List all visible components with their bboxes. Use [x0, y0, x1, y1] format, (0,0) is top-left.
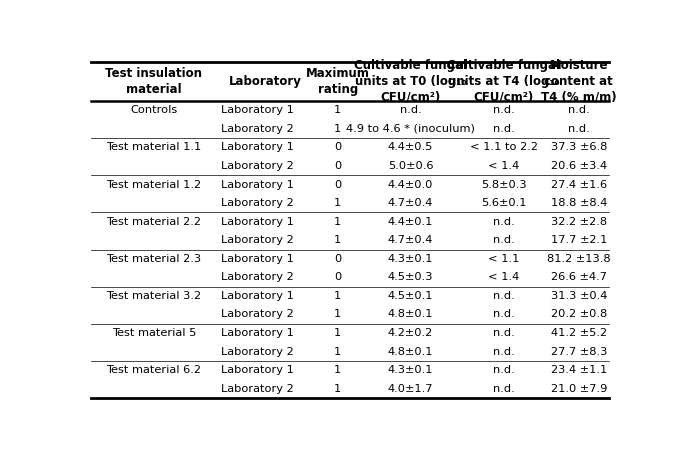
Text: 37.3 ±6.8: 37.3 ±6.8 [550, 142, 607, 152]
Text: Laboratory 2: Laboratory 2 [220, 161, 293, 171]
Text: Laboratory 1: Laboratory 1 [220, 291, 293, 301]
Text: < 1.1 to 2.2: < 1.1 to 2.2 [470, 142, 537, 152]
Text: Laboratory 1: Laboratory 1 [220, 365, 293, 375]
Text: 4.0±1.7: 4.0±1.7 [387, 384, 433, 394]
Text: 1: 1 [334, 106, 342, 116]
Text: 81.2 ±13.8: 81.2 ±13.8 [547, 254, 610, 264]
Text: n.d.: n.d. [568, 124, 590, 134]
Text: < 1.4: < 1.4 [488, 273, 519, 283]
Text: Laboratory 2: Laboratory 2 [220, 198, 293, 208]
Text: 4.7±0.4: 4.7±0.4 [387, 235, 433, 245]
Text: n.d.: n.d. [493, 384, 514, 394]
Text: 0: 0 [334, 142, 342, 152]
Text: Laboratory: Laboratory [229, 75, 302, 88]
Text: Test material 5: Test material 5 [112, 328, 196, 338]
Text: 4.5±0.1: 4.5±0.1 [387, 291, 433, 301]
Text: 5.6±0.1: 5.6±0.1 [481, 198, 527, 208]
Text: 4.8±0.1: 4.8±0.1 [387, 309, 433, 319]
Text: 20.2 ±0.8: 20.2 ±0.8 [550, 309, 607, 319]
Text: Laboratory 1: Laboratory 1 [220, 217, 293, 227]
Text: n.d.: n.d. [493, 365, 514, 375]
Text: 1: 1 [334, 347, 342, 357]
Text: n.d.: n.d. [493, 291, 514, 301]
Text: 5.0±0.6: 5.0±0.6 [387, 161, 433, 171]
Text: 1: 1 [334, 365, 342, 375]
Text: 31.3 ±0.4: 31.3 ±0.4 [550, 291, 607, 301]
Text: 20.6 ±3.4: 20.6 ±3.4 [550, 161, 607, 171]
Text: 0: 0 [334, 273, 342, 283]
Text: n.d.: n.d. [493, 217, 514, 227]
Text: Test material 6.2: Test material 6.2 [106, 365, 201, 375]
Text: 4.9 to 4.6 * (inoculum): 4.9 to 4.6 * (inoculum) [346, 124, 475, 134]
Text: 26.6 ±4.7: 26.6 ±4.7 [551, 273, 607, 283]
Text: 21.0 ±7.9: 21.0 ±7.9 [550, 384, 607, 394]
Text: Test insulation
material: Test insulation material [106, 67, 203, 96]
Text: 1: 1 [334, 198, 342, 208]
Text: n.d.: n.d. [493, 235, 514, 245]
Text: n.d.: n.d. [493, 124, 514, 134]
Text: 4.7±0.4: 4.7±0.4 [387, 198, 433, 208]
Text: Maximum
rating: Maximum rating [306, 67, 370, 96]
Text: Laboratory 1: Laboratory 1 [220, 106, 293, 116]
Text: 1: 1 [334, 384, 342, 394]
Text: Cultivable fungal
units at T0 (log₁₀
CFU/cm²): Cultivable fungal units at T0 (log₁₀ CFU… [354, 59, 467, 104]
Text: Cultivable fungal
units at T4 (log₁₀
CFU/cm²): Cultivable fungal units at T4 (log₁₀ CFU… [447, 59, 560, 104]
Text: 1: 1 [334, 235, 342, 245]
Text: 32.2 ±2.8: 32.2 ±2.8 [550, 217, 607, 227]
Text: 17.7 ±2.1: 17.7 ±2.1 [550, 235, 607, 245]
Text: 4.3±0.1: 4.3±0.1 [387, 365, 433, 375]
Text: Laboratory 2: Laboratory 2 [220, 273, 293, 283]
Text: Laboratory 1: Laboratory 1 [220, 254, 293, 264]
Text: n.d.: n.d. [493, 309, 514, 319]
Text: Controls: Controls [130, 106, 177, 116]
Text: 23.4 ±1.1: 23.4 ±1.1 [550, 365, 607, 375]
Text: 1: 1 [334, 328, 342, 338]
Text: Moisture
content at
T4 (% m/m): Moisture content at T4 (% m/m) [541, 59, 617, 104]
Text: 27.4 ±1.6: 27.4 ±1.6 [550, 180, 607, 190]
Text: 27.7 ±8.3: 27.7 ±8.3 [550, 347, 607, 357]
Text: 5.8±0.3: 5.8±0.3 [481, 180, 527, 190]
Text: 18.8 ±8.4: 18.8 ±8.4 [550, 198, 607, 208]
Text: 4.4±0.5: 4.4±0.5 [387, 142, 433, 152]
Text: n.d.: n.d. [568, 106, 590, 116]
Text: 1: 1 [334, 124, 342, 134]
Text: < 1.4: < 1.4 [488, 161, 519, 171]
Text: Laboratory 2: Laboratory 2 [220, 124, 293, 134]
Text: 4.4±0.0: 4.4±0.0 [387, 180, 433, 190]
Text: 0: 0 [334, 161, 342, 171]
Text: Test material 2.2: Test material 2.2 [106, 217, 201, 227]
Text: 1: 1 [334, 309, 342, 319]
Text: Laboratory 2: Laboratory 2 [220, 384, 293, 394]
Text: Laboratory 1: Laboratory 1 [220, 142, 293, 152]
Text: Laboratory 2: Laboratory 2 [220, 235, 293, 245]
Text: 4.8±0.1: 4.8±0.1 [387, 347, 433, 357]
Text: Test material 1.2: Test material 1.2 [106, 180, 202, 190]
Text: 1: 1 [334, 291, 342, 301]
Text: Test material 3.2: Test material 3.2 [106, 291, 202, 301]
Text: n.d.: n.d. [493, 328, 514, 338]
Text: Laboratory 2: Laboratory 2 [220, 347, 293, 357]
Text: < 1.1: < 1.1 [488, 254, 519, 264]
Text: n.d.: n.d. [400, 106, 421, 116]
Text: 41.2 ±5.2: 41.2 ±5.2 [550, 328, 607, 338]
Text: Test material 1.1: Test material 1.1 [106, 142, 202, 152]
Text: n.d.: n.d. [493, 347, 514, 357]
Text: 4.4±0.1: 4.4±0.1 [387, 217, 433, 227]
Text: Laboratory 2: Laboratory 2 [220, 309, 293, 319]
Text: 0: 0 [334, 254, 342, 264]
Text: 4.2±0.2: 4.2±0.2 [388, 328, 433, 338]
Text: n.d.: n.d. [493, 106, 514, 116]
Text: Laboratory 1: Laboratory 1 [220, 180, 293, 190]
Text: 4.5±0.3: 4.5±0.3 [387, 273, 433, 283]
Text: Laboratory 1: Laboratory 1 [220, 328, 293, 338]
Text: 4.3±0.1: 4.3±0.1 [387, 254, 433, 264]
Text: 0: 0 [334, 180, 342, 190]
Text: 1: 1 [334, 217, 342, 227]
Text: Test material 2.3: Test material 2.3 [106, 254, 202, 264]
